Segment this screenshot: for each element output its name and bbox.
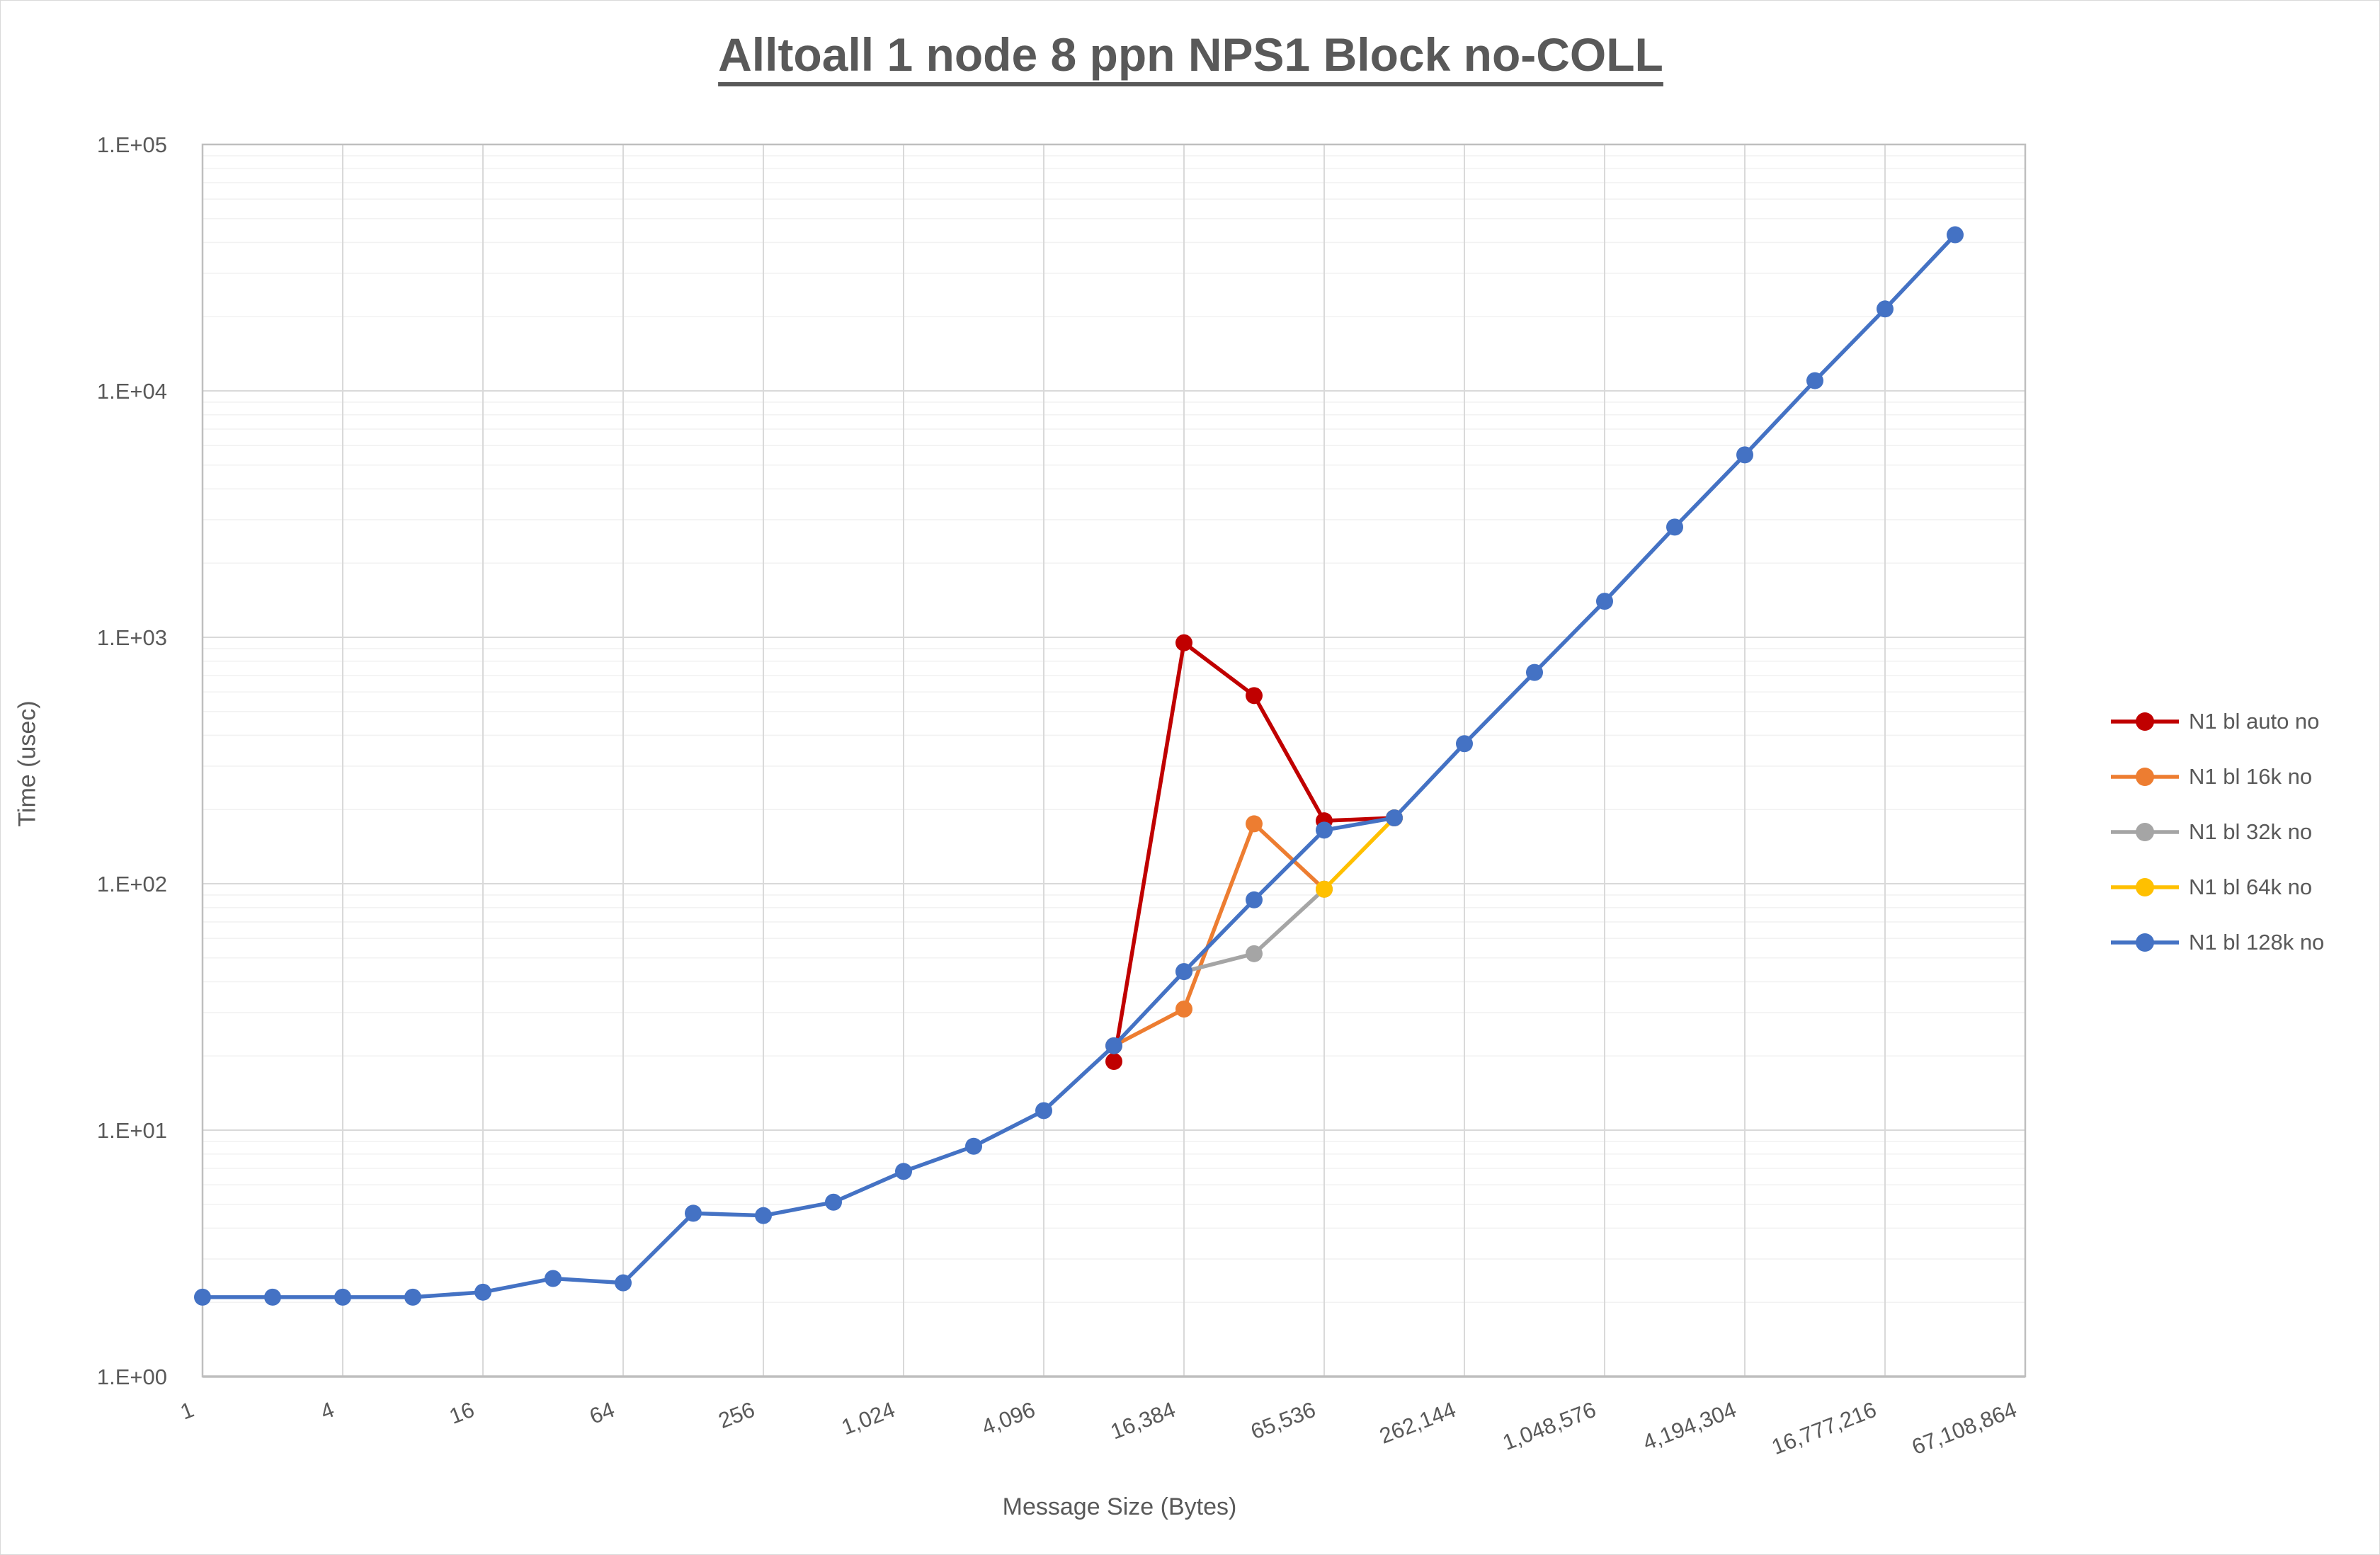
legend-marker-icon [2111,712,2179,731]
x-tick-label: 4,096 [979,1397,1039,1440]
marker-N1-bl-128k-no [1596,593,1613,610]
marker-N1-bl-128k-no [1806,372,1823,389]
series-line-N1-bl-64k-no [1322,816,1396,892]
legend-marker-icon [2111,823,2179,841]
series-line-N1-bl-128k-no [200,232,1957,1299]
series-line-N1-bl-16k-no [1112,821,1326,1048]
y-tick-label: 1.E+05 [97,132,167,157]
marker-N1-bl-128k-no [1666,518,1683,536]
legend: N1 bl auto no N1 bl 16k no N1 bl 32k no N1 … [2109,694,2324,970]
x-tick-label: 256 [715,1397,758,1433]
marker-N1-bl-128k-no [264,1288,281,1306]
marker-N1-bl-128k-no [1246,891,1263,908]
legend-label: N1 bl 64k no [2189,875,2313,899]
x-axis-title: Message Size (Bytes) [1002,1493,1237,1520]
marker-N1-bl-32k-no [1246,945,1263,962]
legend-item-N1-bl-16k-no[interactable]: N1 bl 16k no [2109,749,2324,804]
x-tick-label: 4,194,304 [1639,1397,1739,1455]
y-tick-label: 1.E+04 [97,379,167,404]
marker-N1-bl-16k-no [1246,815,1263,833]
marker-N1-bl-auto-no [1246,687,1263,705]
legend-label: N1 bl auto no [2189,709,2320,734]
y-tick-label: 1.E+02 [97,872,167,896]
marker-N1-bl-128k-no [194,1288,211,1306]
marker-N1-bl-128k-no [474,1283,491,1301]
x-tick-label: 64 [586,1397,618,1429]
x-tick-label: 1,024 [838,1397,899,1440]
marker-N1-bl-128k-no [404,1288,421,1306]
marker-N1-bl-128k-no [825,1193,842,1211]
marker-N1-bl-128k-no [1386,809,1403,827]
marker-N1-bl-auto-no [1175,634,1192,651]
y-axis-title: Time (usec) [13,700,41,827]
marker-N1-bl-128k-no [895,1163,912,1180]
legend-item-N1-bl-32k-no[interactable]: N1 bl 32k no [2109,804,2324,860]
y-tick-label: 1.E+03 [97,625,167,650]
legend-label: N1 bl 16k no [2189,764,2313,789]
chart-title: Alltoall 1 node 8 ppn NPS1 Block no-COLL [718,28,1663,81]
marker-N1-bl-auto-no [1105,1052,1122,1070]
x-tick-label: 1 [177,1397,198,1425]
marker-N1-bl-128k-no [1316,821,1333,839]
x-tick-label: 1,048,576 [1499,1397,1599,1455]
legend-marker-icon [2111,933,2179,952]
legend-marker-icon [2111,768,2179,786]
legend-item-N1-bl-64k-no[interactable]: N1 bl 64k no [2109,860,2324,915]
marker-N1-bl-128k-no [1105,1037,1122,1054]
marker-N1-bl-128k-no [1736,446,1753,464]
marker-N1-bl-128k-no [1456,735,1473,753]
marker-N1-bl-128k-no [755,1207,772,1224]
marker-N1-bl-64k-no [1316,880,1333,898]
marker-N1-bl-128k-no [1035,1102,1052,1120]
marker-N1-bl-128k-no [1175,963,1192,981]
legend-marker-icon [2111,878,2179,896]
legend-item-N1-bl-auto-no[interactable]: N1 bl auto no [2109,694,2324,749]
marker-N1-bl-128k-no [545,1270,562,1287]
x-tick-label: 16,384 [1107,1397,1178,1445]
marker-N1-bl-128k-no [965,1137,982,1155]
x-tick-label: 4 [317,1397,338,1425]
y-tick-label: 1.E+01 [97,1118,167,1143]
legend-item-N1-bl-128k-no[interactable]: N1 bl 128k no [2109,915,2324,970]
legend-label: N1 bl 32k no [2189,819,2313,844]
marker-N1-bl-128k-no [334,1288,351,1306]
x-tick-label: 67,108,864 [1908,1397,2020,1459]
x-tick-label: 16,777,216 [1768,1397,1879,1459]
marker-N1-bl-128k-no [685,1204,702,1222]
plot-border [201,143,2027,1378]
marker-N1-bl-128k-no [615,1274,632,1292]
x-tick-label: 262,144 [1376,1397,1459,1449]
legend-label: N1 bl 128k no [2189,930,2325,955]
x-tick-label: 65,536 [1247,1397,1319,1445]
y-tick-label: 1.E+00 [97,1365,167,1389]
marker-N1-bl-128k-no [1947,226,1964,244]
x-tick-label: 16 [446,1397,478,1429]
marker-N1-bl-128k-no [1877,300,1894,318]
marker-N1-bl-16k-no [1175,1001,1192,1018]
marker-N1-bl-128k-no [1526,663,1543,681]
